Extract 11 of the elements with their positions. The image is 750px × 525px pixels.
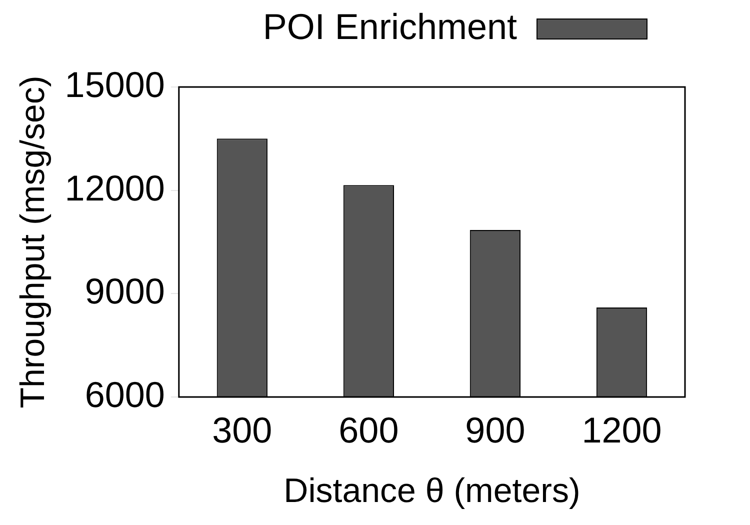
legend-label: POI Enrichment [262,6,517,47]
y-tick-label: 6000 [84,374,165,415]
x-tick-label: 600 [338,410,399,451]
x-tick-label: 1200 [582,410,662,451]
y-tick-label: 15000 [64,64,165,105]
y-tick-label: 12000 [64,167,165,208]
x-axis-title: Distance θ (meters) [284,472,580,510]
x-tick-label: 900 [465,410,526,451]
y-axis-title: Throughput (msg/sec) [14,76,52,408]
y-tick-label: 9000 [84,270,165,312]
x-tick-label: 300 [212,410,272,451]
